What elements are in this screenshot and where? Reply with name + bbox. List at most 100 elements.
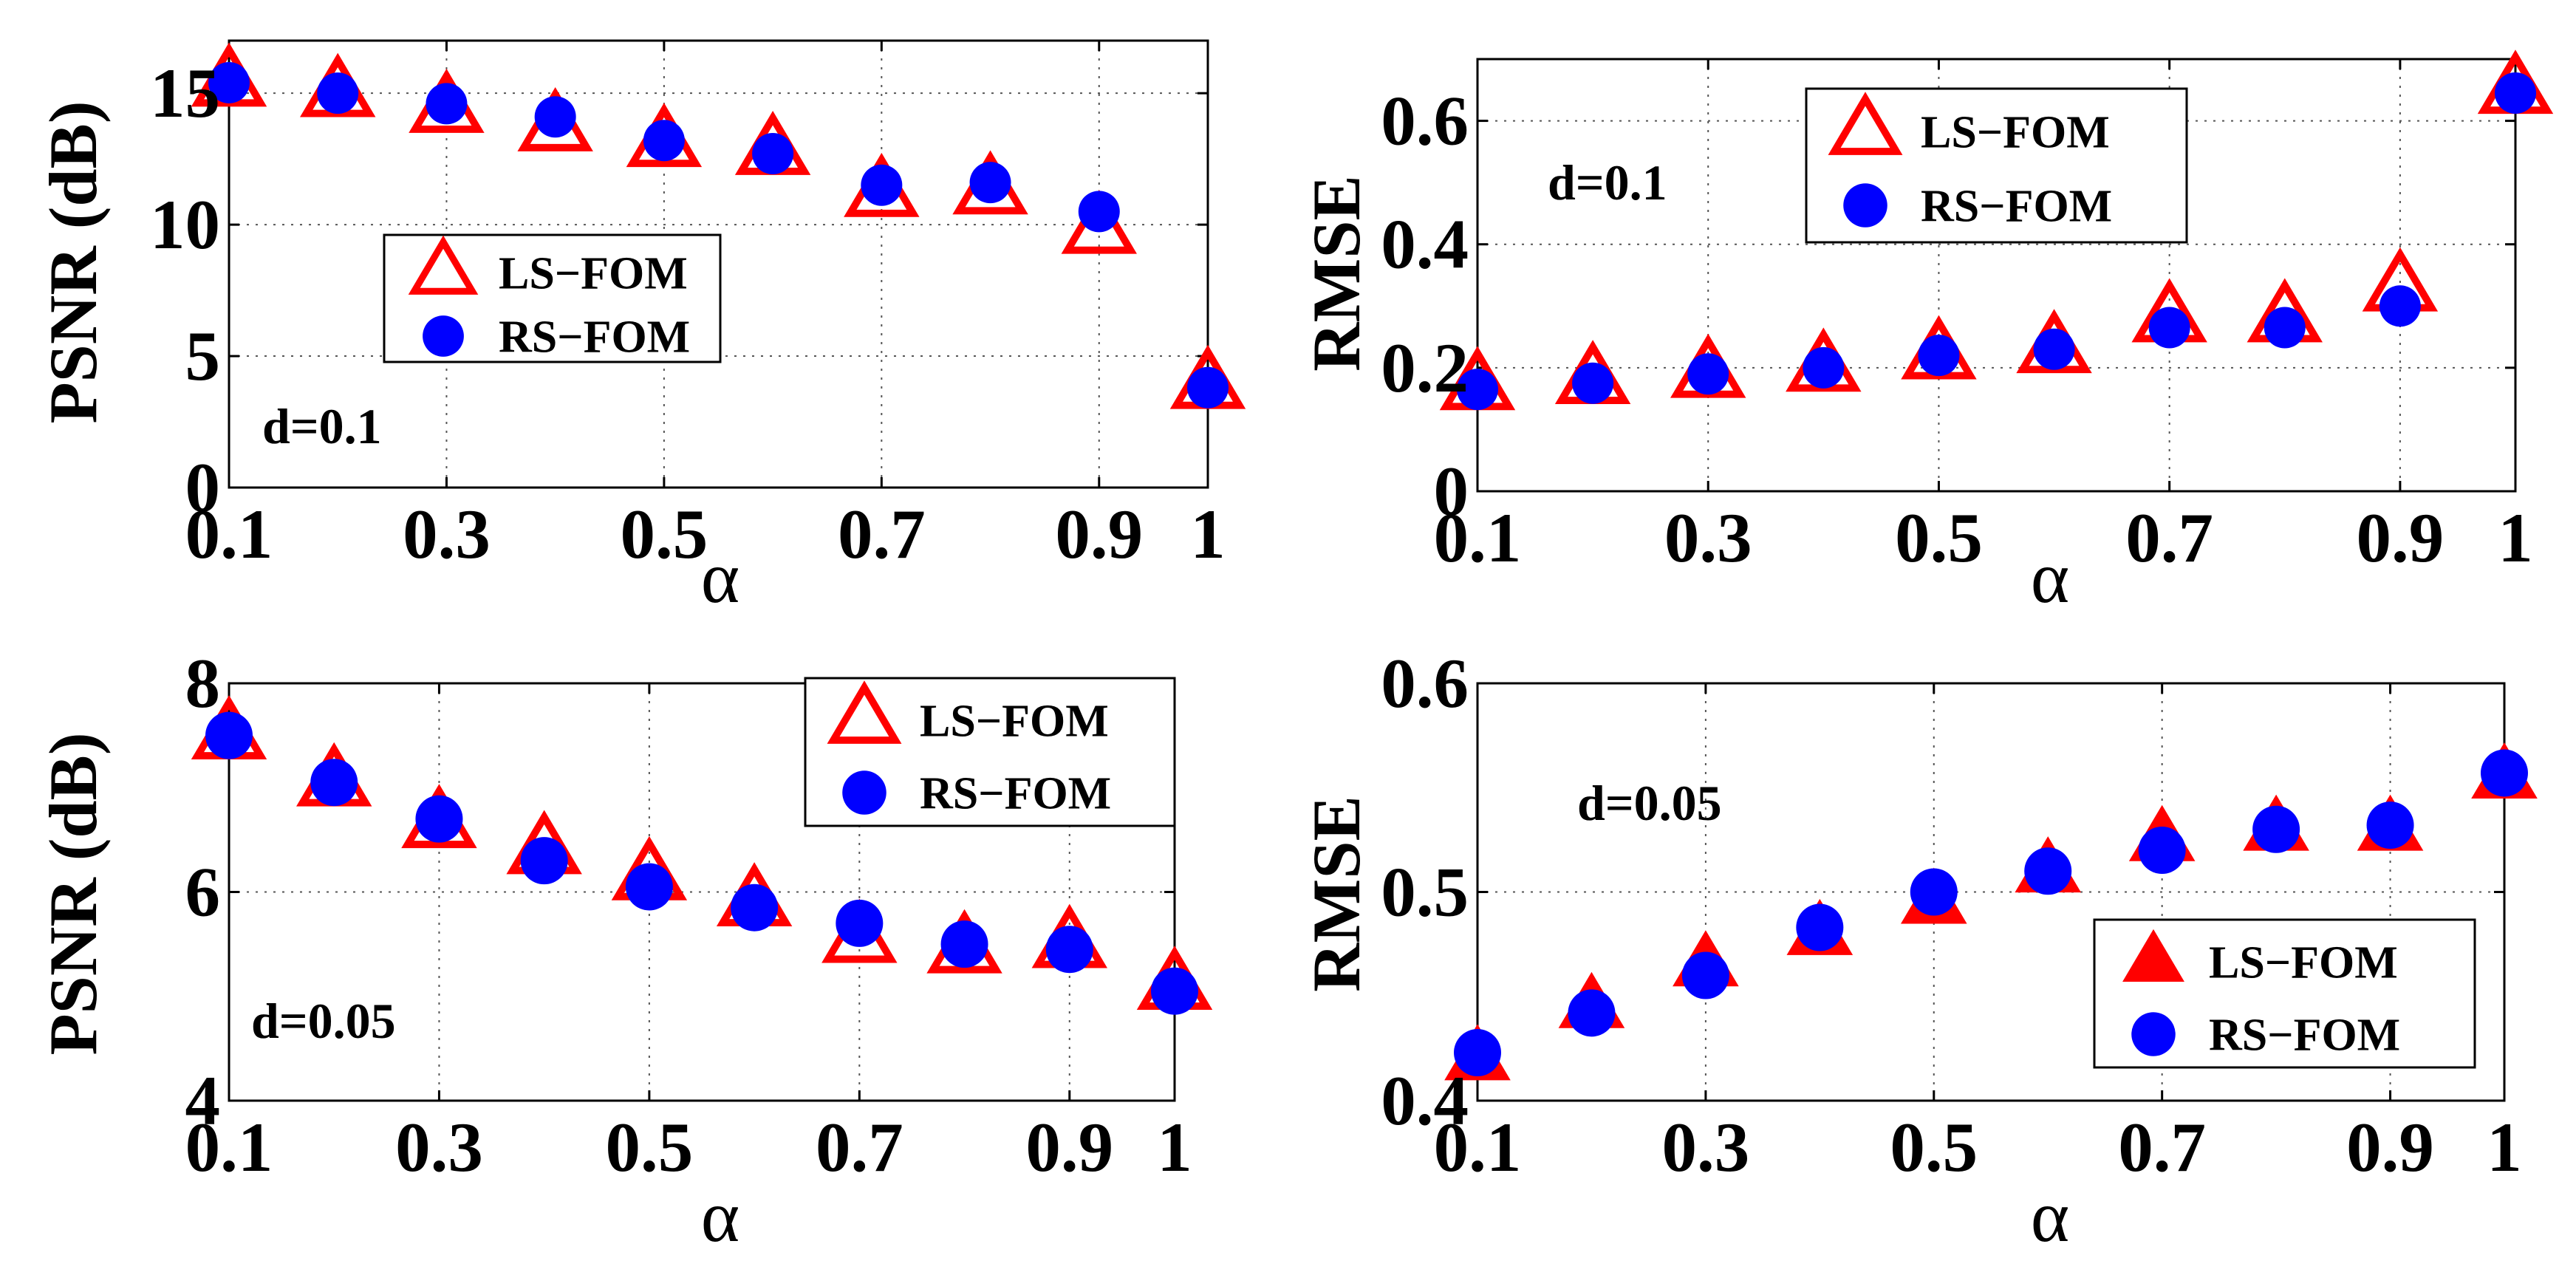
x-tick-label: 1 xyxy=(1157,1108,1192,1186)
y-tick-label: 5 xyxy=(185,317,221,395)
rs-fom-point xyxy=(643,120,685,162)
x-tick-label: 0.9 xyxy=(1055,495,1143,573)
rs-fom-point xyxy=(625,863,673,911)
x-tick-label: 1 xyxy=(2498,499,2533,577)
rs-fom-point xyxy=(2481,749,2528,797)
rs-fom-point xyxy=(2264,307,2306,349)
y-tick-label: 0.4 xyxy=(1381,205,1469,284)
legend-rs-fom-marker xyxy=(842,770,886,815)
y-axis-label: PSNR (dB) xyxy=(35,100,111,423)
legend-rs-fom-marker xyxy=(1843,183,1887,228)
rs-fom-point xyxy=(1568,989,1616,1037)
y-tick-label: 0.4 xyxy=(1381,1062,1469,1140)
x-tick-label: 0.3 xyxy=(1664,499,1752,577)
y-tick-label: 0 xyxy=(185,448,221,527)
rs-fom-point xyxy=(752,133,794,175)
x-axis-label: α xyxy=(2031,536,2069,618)
rs-fom-point xyxy=(1151,967,1198,1015)
legend: LS−FOM RS−FOM xyxy=(2093,918,2476,1069)
y-tick-label: 8 xyxy=(185,644,221,722)
rs-fom-point xyxy=(1457,369,1498,411)
legend-label: RS−FOM xyxy=(499,312,690,363)
annotation-label: d=0.05 xyxy=(1577,775,1722,831)
x-axis-label: α xyxy=(701,536,739,618)
rs-fom-point xyxy=(208,61,250,103)
legend-ls-fom-marker xyxy=(408,235,479,295)
x-tick-label: 0.9 xyxy=(2346,1108,2434,1186)
rs-fom-point xyxy=(2024,847,2072,895)
legend: LS−FOM RS−FOM xyxy=(804,677,1176,827)
rs-fom-point xyxy=(1803,346,1845,389)
legend-label: LS−FOM xyxy=(1921,108,2110,158)
rs-fom-point xyxy=(1796,903,1844,951)
rs-fom-point xyxy=(1572,362,1614,404)
rs-fom-point xyxy=(317,72,359,114)
legend: LS−FOM RS−FOM xyxy=(1805,87,2188,244)
x-tick-label: 0.3 xyxy=(403,495,491,573)
annotation-label: d=0.05 xyxy=(251,993,396,1049)
x-tick-label: 0.7 xyxy=(2125,499,2213,577)
y-axis-label: RMSE xyxy=(1299,175,1374,372)
x-tick-label: 0.9 xyxy=(1025,1108,1113,1186)
y-tick-label: 4 xyxy=(185,1062,221,1140)
x-axis-label: α xyxy=(2031,1175,2069,1257)
rs-fom-point xyxy=(1454,1029,1501,1077)
rs-fom-point xyxy=(415,795,463,843)
x-tick-label: 1 xyxy=(2487,1108,2522,1186)
legend-ls-fom-marker xyxy=(827,680,902,744)
axes-frame xyxy=(1476,58,2517,493)
y-tick-label: 10 xyxy=(150,185,220,264)
rs-fom-point xyxy=(534,96,576,138)
rs-fom-point xyxy=(2366,801,2414,850)
rs-fom-point xyxy=(2495,72,2536,114)
y-tick-label: 0 xyxy=(1434,452,1469,530)
legend-label: LS−FOM xyxy=(920,697,1109,747)
rs-fom-point xyxy=(2252,805,2300,853)
rs-fom-point xyxy=(1910,868,1958,916)
x-tick-label: 0.5 xyxy=(606,1108,694,1186)
legend-rs-fom-marker xyxy=(2131,1012,2176,1056)
legend-label: LS−FOM xyxy=(2209,938,2398,988)
x-tick-label: 1 xyxy=(1190,495,1226,573)
x-tick-label: 0.7 xyxy=(2118,1108,2206,1186)
x-tick-label: 0.5 xyxy=(1890,1108,1978,1186)
rs-fom-point xyxy=(1687,353,1729,395)
rs-fom-point xyxy=(2033,328,2075,370)
y-tick-label: 0.6 xyxy=(1381,82,1469,160)
x-tick-label: 0.5 xyxy=(1895,499,1983,577)
rs-fom-point xyxy=(861,164,903,206)
rs-fom-point xyxy=(1918,335,1960,377)
legend-ls-fom-marker xyxy=(2122,929,2184,982)
rs-fom-point xyxy=(1681,951,1729,999)
legend-label: LS−FOM xyxy=(499,249,688,299)
legend-label: RS−FOM xyxy=(1921,182,2112,232)
legend: LS−FOM RS−FOM xyxy=(383,233,722,363)
legend-label: RS−FOM xyxy=(920,769,1111,819)
y-tick-label: 6 xyxy=(185,853,221,932)
rs-fom-point xyxy=(1078,191,1120,233)
y-tick-label: 0.6 xyxy=(1381,644,1469,722)
x-tick-label: 0.1 xyxy=(185,495,273,573)
legend-rs-fom-marker xyxy=(423,315,464,357)
x-tick-label: 0.9 xyxy=(2357,499,2445,577)
rs-fom-point xyxy=(2138,827,2186,874)
y-tick-label: 0.2 xyxy=(1381,329,1469,407)
rs-fom-point xyxy=(731,883,779,932)
rs-fom-point xyxy=(310,759,358,807)
y-axis-label: RMSE xyxy=(1299,796,1374,992)
x-tick-label: 0.1 xyxy=(185,1108,273,1186)
x-tick-label: 0.3 xyxy=(395,1108,483,1186)
y-tick-label: 0.5 xyxy=(1381,853,1469,932)
chart-panel-3: 0.1 0.3 0.5 0.7 0.9 1 4 6 8 α PSNR (dB) d=0.05 LS−FO… xyxy=(35,644,1213,1257)
x-tick-label: 0.7 xyxy=(838,495,926,573)
x-tick-label: 0.3 xyxy=(1662,1108,1750,1186)
rs-fom-point xyxy=(205,711,253,759)
x-tick-label: 0.1 xyxy=(1434,499,1522,577)
x-tick-label: 0.7 xyxy=(816,1108,903,1186)
legend-ls-fom-marker xyxy=(1828,92,1903,155)
chart-panel-4: 0.1 0.3 0.5 0.7 0.9 1 0.4 0.5 0.6 α RMSE d=0.05 LS−F… xyxy=(1299,644,2538,1257)
legend-label: RS−FOM xyxy=(2209,1011,2400,1061)
x-axis-label: α xyxy=(701,1175,739,1257)
rs-fom-point xyxy=(520,837,568,885)
